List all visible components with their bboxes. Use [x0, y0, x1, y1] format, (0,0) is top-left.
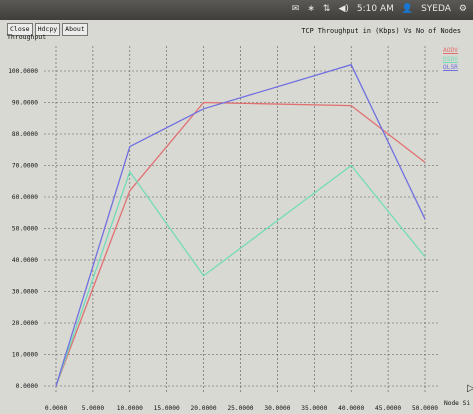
y-tick-label: 10.0000 [12, 352, 38, 359]
x-tick-labels: 0.0000 5.0000 10.0000 15.0000 20.0000 25.0000… [45, 405, 438, 412]
close-button[interactable]: Close [7, 23, 33, 36]
x-tick-label: 35.0000 [301, 405, 327, 412]
series-line-olsr [55, 63, 426, 387]
y-tick-label: 30.0000 [12, 289, 38, 296]
x-tick-label: 15.0000 [154, 405, 180, 412]
series-lines [55, 63, 426, 387]
legend-item-olsr: OLSR [443, 64, 458, 71]
gear-icon[interactable]: ⚙ [458, 4, 467, 14]
user-name[interactable]: SYEDA [421, 4, 451, 14]
y-tick-label: 80.0000 [12, 131, 38, 138]
hdcpy-button[interactable]: Hdcpy [34, 23, 61, 36]
mail-icon[interactable]: ✉ [291, 4, 300, 14]
series-line-dsdv [55, 164, 426, 387]
x-tick-label: 30.0000 [264, 405, 290, 412]
grid [44, 46, 439, 394]
x-tick-label: 0.0000 [45, 405, 68, 412]
x-tick-label: 10.0000 [117, 405, 143, 412]
system-top-bar: ✉ ∗ ⇅ ◀) 5:10 AM 👤 SYEDA ⚙ [0, 0, 473, 20]
legend: AODV DSDV OLSR [443, 47, 458, 73]
user-icon[interactable]: 👤 [401, 4, 414, 14]
y-tick-label: 20.0000 [12, 320, 38, 327]
y-tick-label: 60.0000 [12, 194, 38, 201]
volume-icon[interactable]: ◀) [338, 4, 349, 14]
about-button[interactable]: About [62, 23, 88, 36]
toolbar: Close Hdcpy About [7, 23, 88, 36]
y-tick-label: 50.0000 [12, 226, 38, 233]
x-tick-label: 20.0000 [191, 405, 217, 412]
x-tick-label: 45.0000 [375, 405, 401, 412]
legend-item-dsdv: DSDV [443, 55, 458, 63]
series-line-aodv [55, 101, 426, 387]
x-tick-label: 40.0000 [338, 405, 364, 412]
y-tick-labels: 0.0000 10.0000 20.0000 30.0000 40.0000 50.000… [8, 68, 38, 390]
network-icon[interactable]: ⇅ [322, 4, 331, 14]
x-tick-label: 5.0000 [82, 405, 105, 412]
y-tick-label: 70.0000 [12, 163, 38, 170]
bluetooth-icon[interactable]: ∗ [307, 4, 315, 14]
y-tick-label: 100.0000 [8, 68, 38, 75]
resize-handle[interactable]: ▷ [467, 383, 473, 394]
system-tray: ✉ ∗ ⇅ ◀) 5:10 AM 👤 SYEDA ⚙ [292, 4, 467, 14]
clock[interactable]: 5:10 AM [356, 4, 394, 14]
y-tick-label: 40.0000 [12, 257, 38, 264]
y-tick-label: 90.0000 [12, 100, 38, 107]
x-tick-label: 25.0000 [227, 405, 253, 412]
x-axis-label: Node Si [444, 400, 471, 407]
legend-item-aodv: AODV [443, 47, 458, 54]
y-tick-label: 0.0000 [16, 383, 39, 390]
chart-title: TCP Throughput in (Kbps) Vs No of Nodes [301, 27, 461, 35]
x-tick-label: 50.0000 [412, 405, 438, 412]
y-axis-label: Throughput [7, 33, 47, 41]
